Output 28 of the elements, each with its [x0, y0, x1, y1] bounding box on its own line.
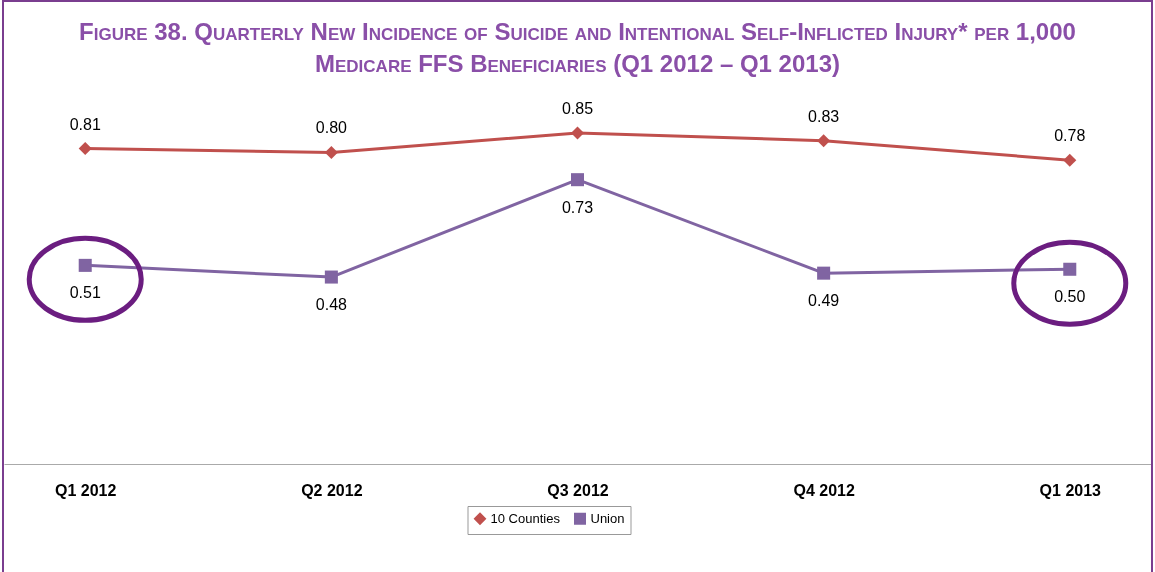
point	[1063, 153, 1077, 167]
data-label: 0.85	[561, 99, 594, 117]
legend-label: Union	[590, 510, 625, 526]
point	[324, 145, 338, 159]
data-label: 0.80	[315, 119, 348, 137]
data-label: 0.83	[808, 107, 840, 125]
x-tick-label: Q1 2013	[1039, 481, 1102, 499]
point	[570, 173, 585, 187]
point	[570, 126, 585, 140]
x-tick-label: Q3 2012	[547, 481, 609, 499]
data-label: 0.73	[561, 198, 594, 216]
point	[78, 258, 92, 272]
x-tick-label: Q1 2012	[55, 481, 117, 499]
x-tick-label: Q4 2012	[793, 481, 855, 499]
point	[78, 142, 92, 156]
point	[817, 266, 831, 280]
point	[1063, 262, 1077, 276]
data-label: 0.50	[1054, 288, 1086, 306]
data-label: 0.51	[69, 284, 101, 302]
x-tick-label: Q2 2012	[301, 481, 363, 499]
legend-label: 10 Counties	[490, 510, 561, 526]
data-label: 0.48	[315, 296, 348, 314]
point	[324, 270, 338, 284]
data-label: 0.78	[1054, 127, 1086, 145]
data-label: 0.81	[69, 115, 101, 133]
chart-title: Figure 38. Quarterly New Incidence of Suicide and Intentional Self-Inflicted Injury* per 1,000 Medicare FFS Beneficiaries (Q1 2012 – Q1 2013)	[78, 17, 1077, 79]
point	[817, 134, 831, 148]
data-label: 0.49	[808, 292, 840, 310]
